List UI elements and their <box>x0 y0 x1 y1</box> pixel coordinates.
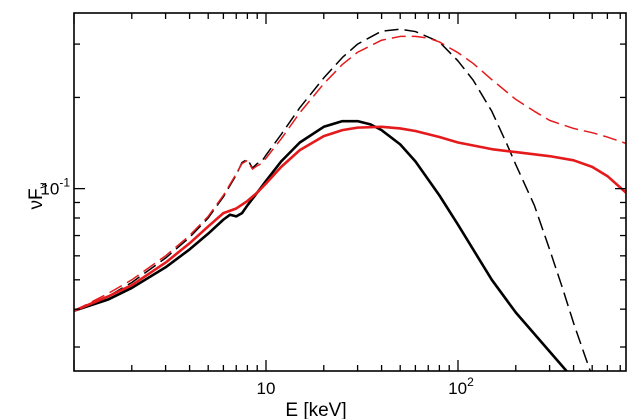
y-axis-label-main: νF <box>26 188 47 209</box>
x-axis-label: E [keV] <box>285 400 346 419</box>
x-tick-label: 10 <box>257 379 276 398</box>
tick-layer <box>73 13 626 371</box>
tick-label-layer: 10 102 10-1 <box>40 176 474 398</box>
y-tick-label: 10-1 <box>40 176 70 199</box>
series-line-1-solid <box>74 119 569 371</box>
series-line-3-solid <box>74 125 626 313</box>
series-layer <box>74 28 626 371</box>
series-line-4-dashed <box>74 35 626 312</box>
y-axis-label: νFν <box>26 182 50 209</box>
x-tick-label: 102 <box>448 375 474 398</box>
y-axis-label-sub: ν <box>36 182 50 188</box>
plot-frame <box>73 12 627 372</box>
series-line-2-dashed <box>74 28 592 371</box>
